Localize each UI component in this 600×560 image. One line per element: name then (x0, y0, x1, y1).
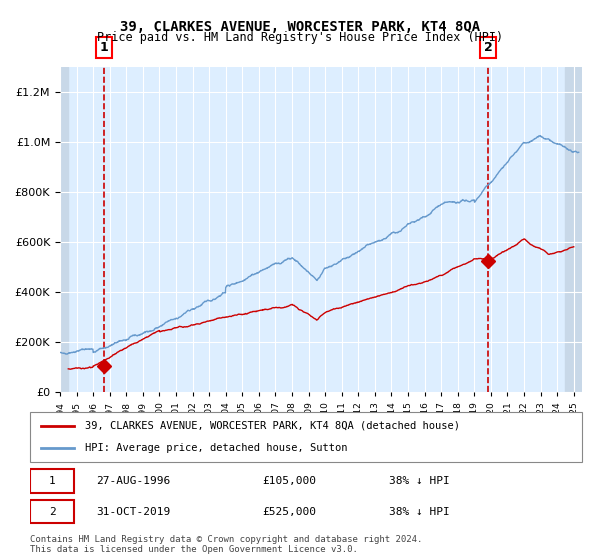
Text: 1: 1 (100, 41, 108, 54)
Text: Contains HM Land Registry data © Crown copyright and database right 2024.
This d: Contains HM Land Registry data © Crown c… (30, 535, 422, 554)
Text: 38% ↓ HPI: 38% ↓ HPI (389, 476, 449, 486)
Text: 2: 2 (484, 41, 493, 54)
FancyBboxPatch shape (30, 500, 74, 523)
FancyBboxPatch shape (30, 412, 582, 462)
Text: £105,000: £105,000 (262, 476, 316, 486)
Text: £525,000: £525,000 (262, 507, 316, 517)
Text: 1: 1 (49, 476, 55, 486)
Text: 39, CLARKES AVENUE, WORCESTER PARK, KT4 8QA: 39, CLARKES AVENUE, WORCESTER PARK, KT4 … (120, 20, 480, 34)
Text: HPI: Average price, detached house, Sutton: HPI: Average price, detached house, Sutt… (85, 443, 348, 453)
Bar (60, 67, 68, 392)
Text: 2: 2 (49, 507, 55, 517)
Text: 31-OCT-2019: 31-OCT-2019 (96, 507, 170, 517)
Text: 39, CLARKES AVENUE, WORCESTER PARK, KT4 8QA (detached house): 39, CLARKES AVENUE, WORCESTER PARK, KT4 … (85, 421, 460, 431)
Text: Price paid vs. HM Land Registry's House Price Index (HPI): Price paid vs. HM Land Registry's House … (97, 31, 503, 44)
FancyBboxPatch shape (30, 469, 74, 493)
Text: 27-AUG-1996: 27-AUG-1996 (96, 476, 170, 486)
Text: 38% ↓ HPI: 38% ↓ HPI (389, 507, 449, 517)
Bar (565, 67, 582, 392)
